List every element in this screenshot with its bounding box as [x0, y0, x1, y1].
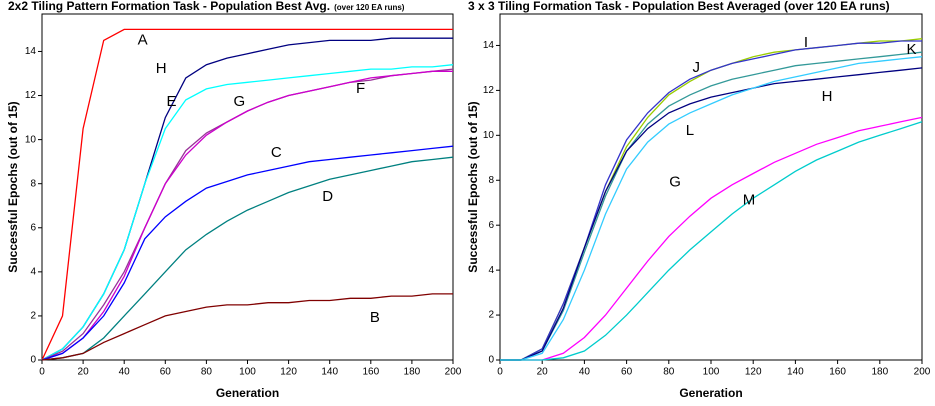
x-tick-label: 140: [787, 367, 804, 378]
x-tick-label: 140: [321, 367, 338, 378]
series-label: G: [669, 173, 681, 190]
series-label: H: [822, 88, 833, 105]
series-line: [41, 156, 454, 361]
x-tick-label: 60: [160, 367, 172, 378]
x-tick-label: 20: [78, 367, 90, 378]
x-tick-label: 200: [914, 367, 931, 378]
x-tick-label: 0: [497, 367, 503, 378]
y-tick-label: 14: [483, 40, 495, 51]
series-label: C: [271, 144, 282, 161]
chart-title: 2x2 Tiling Pattern Formation Task - Popu…: [8, 0, 330, 13]
x-tick-label: 120: [745, 367, 762, 378]
x-tick-label: 0: [39, 367, 45, 378]
series-label: E: [166, 93, 176, 110]
y-tick-label: 2: [488, 310, 494, 321]
series-label: H: [156, 60, 167, 77]
series-line: [41, 28, 453, 361]
series-line: [500, 116, 923, 361]
x-tick-label: 80: [201, 367, 213, 378]
chart-subtitle: (over 120 EA runs): [334, 3, 405, 12]
series-line: [41, 293, 453, 361]
series-line: [500, 121, 923, 361]
y-tick-label: 2: [30, 311, 36, 322]
x-tick-label: 200: [445, 367, 462, 378]
x-tick-label: 180: [404, 367, 421, 378]
x-axis-label: Generation: [216, 386, 279, 400]
x-tick-label: 80: [663, 367, 675, 378]
x-tick-label: 180: [871, 367, 888, 378]
y-tick-label: 6: [30, 222, 36, 233]
x-axis-label: Generation: [679, 386, 742, 400]
y-tick-label: 10: [483, 130, 495, 141]
series-line: [41, 70, 453, 361]
y-tick-label: 0: [488, 355, 494, 366]
y-axis-label: Successful Epochs (out of 15): [6, 101, 20, 272]
y-tick-label: 8: [30, 178, 36, 189]
y-tick-label: 12: [483, 85, 495, 96]
series-label: B: [370, 309, 380, 326]
chart-title: 3 x 3 Tiling Formation Task - Population…: [468, 0, 890, 13]
series-label: F: [356, 80, 365, 97]
series-label: L: [686, 122, 694, 139]
series-label: A: [138, 31, 148, 48]
series-label: K: [906, 41, 916, 58]
x-tick-label: 40: [119, 367, 131, 378]
series-line: [500, 56, 923, 361]
series-line: [500, 67, 923, 361]
y-axis-label: Successful Epochs (out of 15): [466, 101, 480, 272]
x-tick-label: 40: [579, 367, 591, 378]
x-tick-label: 60: [621, 367, 633, 378]
x-tick-label: 100: [703, 367, 720, 378]
series-label: I: [804, 34, 808, 51]
series-label: D: [322, 188, 333, 205]
y-tick-label: 0: [30, 355, 36, 366]
series-line: [500, 40, 922, 361]
y-tick-label: 12: [25, 90, 37, 101]
plot-frame: [41, 13, 454, 361]
series-line: [500, 51, 923, 361]
y-tick-label: 10: [25, 134, 37, 145]
y-tick-label: 6: [488, 220, 494, 231]
series-line: [41, 64, 454, 361]
series-label: J: [692, 59, 700, 76]
y-tick-label: 4: [488, 265, 494, 276]
y-tick-label: 4: [30, 266, 36, 277]
x-tick-label: 120: [280, 367, 297, 378]
x-tick-label: 20: [537, 367, 549, 378]
series-line: [41, 145, 454, 361]
series-label: M: [743, 191, 756, 208]
y-tick-label: 8: [488, 175, 494, 186]
x-tick-label: 160: [829, 367, 846, 378]
x-tick-label: 100: [239, 367, 256, 378]
x-tick-label: 160: [362, 367, 379, 378]
y-tick-label: 14: [25, 46, 37, 57]
series-label: G: [233, 93, 245, 110]
